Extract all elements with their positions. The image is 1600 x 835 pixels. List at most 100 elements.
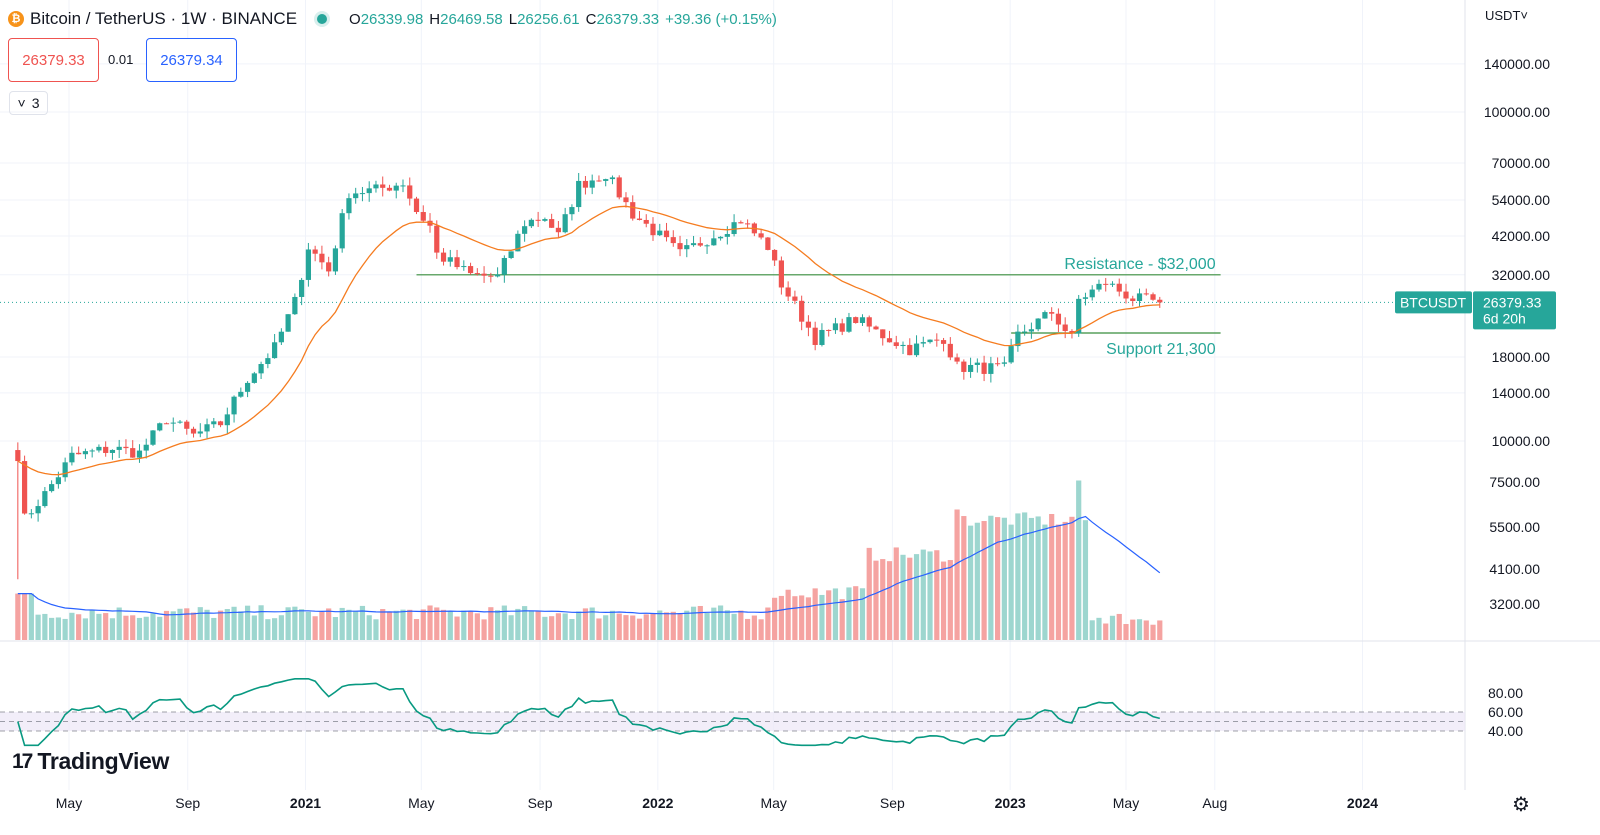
candle (886, 338, 893, 343)
volume-bar (609, 610, 616, 640)
candle (974, 362, 980, 365)
volume-bar (467, 611, 474, 640)
volume-bar (778, 595, 784, 640)
volume-bar (386, 612, 393, 640)
candle (690, 243, 697, 246)
candle (1143, 293, 1149, 295)
candle (799, 300, 805, 322)
price-axis-label: 18000.00 (1492, 349, 1551, 365)
candle (643, 219, 649, 224)
price-axis-label: 14000.00 (1492, 385, 1551, 401)
ema-line (17, 205, 1160, 476)
volume-bar (76, 614, 82, 640)
rsi-line (17, 678, 1161, 747)
volume-bar (893, 547, 899, 640)
volume-bar (988, 515, 994, 640)
candle (873, 326, 879, 330)
candle (542, 219, 548, 221)
volume-bar (177, 608, 183, 640)
volume-bar (1150, 624, 1156, 640)
volume-bar (272, 618, 278, 640)
indicators-count: 3 (31, 95, 40, 111)
volume-bar (677, 613, 683, 640)
volume-bar (501, 605, 507, 640)
volume-bar (1089, 620, 1095, 640)
symbol-tag: BTCUSDT (1400, 294, 1467, 310)
volume-bar (211, 617, 217, 640)
volume-bar (940, 561, 947, 640)
volume-bar (812, 588, 818, 640)
price-axis-label: 100000.00 (1484, 104, 1550, 120)
candle (400, 185, 406, 187)
candle (826, 329, 832, 331)
candle (299, 279, 305, 297)
sell-price-button[interactable]: 26379.33 (8, 38, 99, 82)
volume-bar (258, 605, 264, 640)
candle (1015, 331, 1021, 347)
price-axis-label: 70000.00 (1492, 155, 1551, 171)
volume-bar (663, 612, 670, 640)
key-levels: Resistance - $32,000 Support 21,300 (416, 256, 1221, 358)
volume-bar (785, 589, 791, 640)
candle (805, 321, 812, 328)
ohlc-open: O26339.98 (349, 10, 424, 28)
time-axis-label: May (56, 795, 82, 811)
support-label: Support 21,300 (1106, 341, 1216, 358)
time-axis-label: Aug (1202, 795, 1227, 811)
volume-bar (636, 618, 643, 640)
volume-bar (920, 549, 926, 640)
candle (413, 198, 420, 213)
volume-bar (1143, 620, 1149, 640)
volume-bar (1008, 524, 1014, 640)
volume-bar (62, 618, 68, 640)
buy-price-button[interactable]: 26379.34 (146, 38, 237, 82)
volume-bar (1022, 512, 1028, 640)
candle (21, 461, 28, 514)
volume-bar (765, 607, 771, 640)
volume-bar (630, 615, 636, 640)
candle (934, 339, 940, 341)
grid (0, 0, 1465, 790)
volume-bar (474, 613, 480, 640)
candle (954, 357, 960, 362)
price-axis-label: 32000.00 (1492, 267, 1551, 283)
candles (15, 172, 1163, 580)
candle (1055, 313, 1062, 325)
indicators-toggle-button[interactable]: ˅ 3 (9, 91, 48, 115)
candle (123, 446, 129, 449)
candle (880, 329, 886, 339)
price-axis-label: 54000.00 (1492, 192, 1551, 208)
candle (731, 222, 737, 235)
volume-bar (150, 613, 156, 640)
volume-ma-line (17, 515, 1161, 616)
candle (346, 198, 352, 214)
currency-selector[interactable]: USDT˅ (1485, 8, 1528, 23)
candle (150, 430, 156, 445)
gear-icon[interactable]: ⚙ (1512, 794, 1530, 816)
volume-bar (704, 612, 710, 640)
volume-bar (1069, 516, 1075, 640)
candle (1069, 330, 1075, 334)
candle (407, 185, 413, 199)
volume-bar (204, 609, 210, 640)
volume-bar (954, 509, 960, 640)
volume-bars (15, 480, 1163, 640)
volume-bar (488, 607, 494, 640)
volume-bar (434, 607, 440, 640)
candle (184, 421, 190, 429)
bar-countdown: 6d 20h (1483, 310, 1526, 326)
symbol-title[interactable]: Bitcoin / TetherUS · 1W · BINANCE (30, 9, 298, 28)
volume-bar (582, 608, 589, 640)
volume-bar (927, 551, 933, 640)
candle (116, 446, 122, 450)
tradingview-logo[interactable]: 17 TradingView (12, 748, 169, 775)
candle (603, 179, 609, 181)
volume-bar (461, 610, 467, 640)
volume-bar (1103, 623, 1109, 640)
volume-bar (366, 615, 372, 640)
volume-bar (961, 516, 967, 640)
candle (494, 274, 501, 277)
volume-bar (1109, 615, 1116, 640)
rsi-axis-label: 80.00 (1488, 685, 1523, 701)
